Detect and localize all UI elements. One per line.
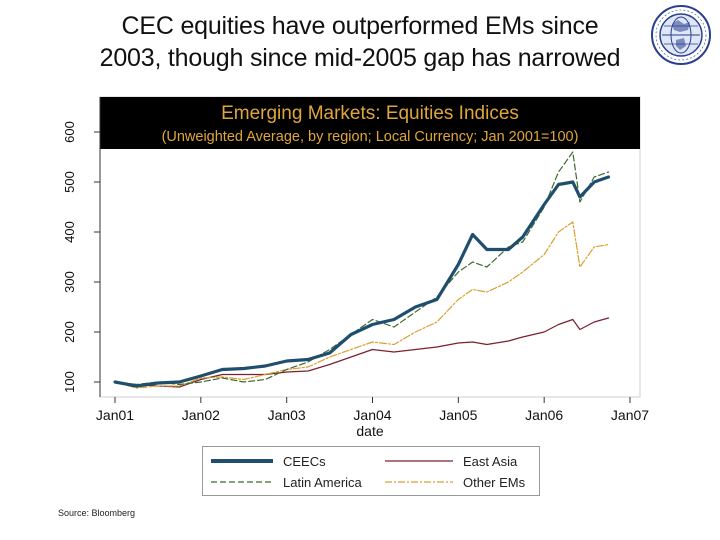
legend-label-ceecs: CEECs [283, 453, 326, 469]
y-tick-label: 600 [62, 121, 77, 143]
y-tick-label: 300 [62, 271, 77, 293]
x-tick-label: Jan07 [611, 407, 649, 423]
y-axis-ticks: 100 200 300 400 500 600 [62, 121, 100, 393]
legend-label-other-ems: Other EMs [463, 474, 526, 490]
legend-label-latin-america: Latin America [283, 474, 362, 490]
series-line-ceecs [113, 175, 611, 388]
x-tick-label: Jan05 [439, 407, 477, 423]
slide-title-line2: 2003, though since mid-2005 gap has narr… [99, 44, 621, 72]
x-tick-label: Jan06 [525, 407, 563, 423]
source-note: Source: Bloomberg [58, 508, 136, 518]
chart-title: Emerging Markets: Equities Indices [221, 103, 519, 124]
x-tick-label: Jan02 [182, 407, 220, 423]
chart-title-band [100, 97, 640, 149]
y-tick-label: 500 [62, 171, 77, 193]
legend-item-other-ems: Other EMs [385, 472, 525, 492]
y-tick-label: 100 [62, 371, 77, 393]
chart-legend: CEECs East Asia Latin America Other EMs [202, 446, 540, 496]
chart-series [113, 151, 611, 389]
series-line-other-ems [114, 221, 610, 389]
equities-chart: Emerging Markets: Equities Indices (Unwe… [62, 96, 649, 439]
legend-swatch-other-ems [385, 481, 453, 483]
chart-subtitle: (Unweighted Average, by region; Local Cu… [162, 129, 579, 145]
x-axis-label: date [356, 423, 383, 439]
x-tick-label: Jan04 [353, 407, 391, 423]
legend-swatch-ceecs [211, 459, 273, 463]
legend-item-east-asia: East Asia [385, 451, 517, 471]
x-axis-ticks: Jan01 Jan02 Jan03 Jan04 Jan05 Jan06 Jan07 [96, 397, 649, 423]
imf-seal-logo [651, 5, 711, 65]
legend-item-ceecs: CEECs [211, 451, 326, 471]
slide-title: CEC equities have outperformed EMs since… [0, 10, 720, 74]
legend-label-east-asia: East Asia [463, 453, 518, 469]
y-tick-label: 200 [62, 321, 77, 343]
slide-title-line1: CEC equities have outperformed EMs since [121, 12, 599, 40]
x-tick-label: Jan03 [268, 407, 306, 423]
y-tick-label: 400 [62, 221, 77, 243]
legend-swatch-latin-america [211, 481, 273, 483]
legend-item-latin-america: Latin America [211, 472, 362, 492]
series-line-latin-america [114, 151, 610, 386]
x-tick-label: Jan01 [96, 407, 134, 423]
legend-swatch-east-asia [385, 460, 453, 462]
